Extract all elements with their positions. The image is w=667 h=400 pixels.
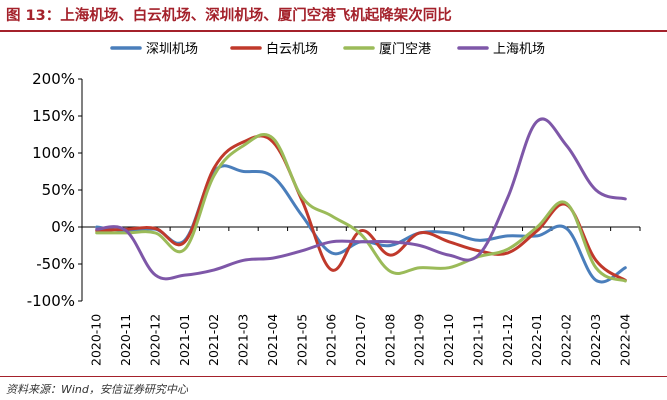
y-tick-label: -100% [27,292,75,310]
x-tick-label: 2021-06 [324,314,339,366]
x-tick-label: 2021-02 [206,314,221,366]
figure-title: 图 13：上海机场、白云机场、深圳机场、厦门空港飞机起降架次同比 [6,8,452,24]
x-axis: 2020-10 2020-11 2020-12 2021-01 2021-02 2021-… [81,226,641,366]
series-line-1 [95,134,627,282]
x-tick-label: 2021-05 [294,314,309,366]
y-tick-label: 100% [32,144,75,162]
source-divider [0,376,667,377]
series-lines [95,117,627,284]
y-axis: -100% -50% 0% 50% 100% 150% 200% [27,70,83,310]
x-tick-label: 2021-10 [441,314,456,366]
x-tick-label: 2021-03 [236,314,251,366]
line-chart: -100%-50%0%50%100%150%200% 2020-10 2020-1… [27,41,641,366]
x-tick-label: 2021-09 [412,314,427,366]
x-tick-label: 2020-10 [89,314,104,366]
series-line-0 [95,164,627,284]
legend-label: 白云机场 [266,41,318,57]
y-tick-label: 200% [32,70,75,88]
legend-label: 厦门空港 [379,42,431,57]
title-divider [0,30,667,32]
x-tick-label: 2022-01 [529,314,544,366]
x-tick-label: 2020-12 [147,314,162,366]
y-tick-label: 0% [51,218,75,236]
x-tick-label: 2022-03 [588,314,603,366]
y-tick-label: -50% [36,255,75,273]
x-tick-label: 2022-02 [559,314,574,366]
x-tick-label: 2022-04 [617,314,632,366]
x-tick-label: 2021-04 [265,314,280,366]
x-tick-label: 2021-12 [500,314,515,366]
x-tick-label: 2021-08 [382,314,397,366]
legend-label: 上海机场 [493,42,545,57]
legend-label: 深圳机场 [146,42,198,57]
x-tick-label: 2020-11 [118,314,133,366]
series-line-2 [95,132,627,283]
x-tick-label: 2021-07 [353,314,368,366]
series-line-3 [95,117,627,281]
y-tick-label: 150% [32,107,75,125]
y-tick-label: 50% [42,181,75,199]
x-tick-label: 2021-11 [470,314,485,366]
source-note: 资料来源：Wind，安信证券研究中心 [6,383,188,396]
x-tick-label: 2021-01 [177,314,192,366]
legend: 深圳机场 白云机场 厦门空港 上海机场 [110,41,545,57]
